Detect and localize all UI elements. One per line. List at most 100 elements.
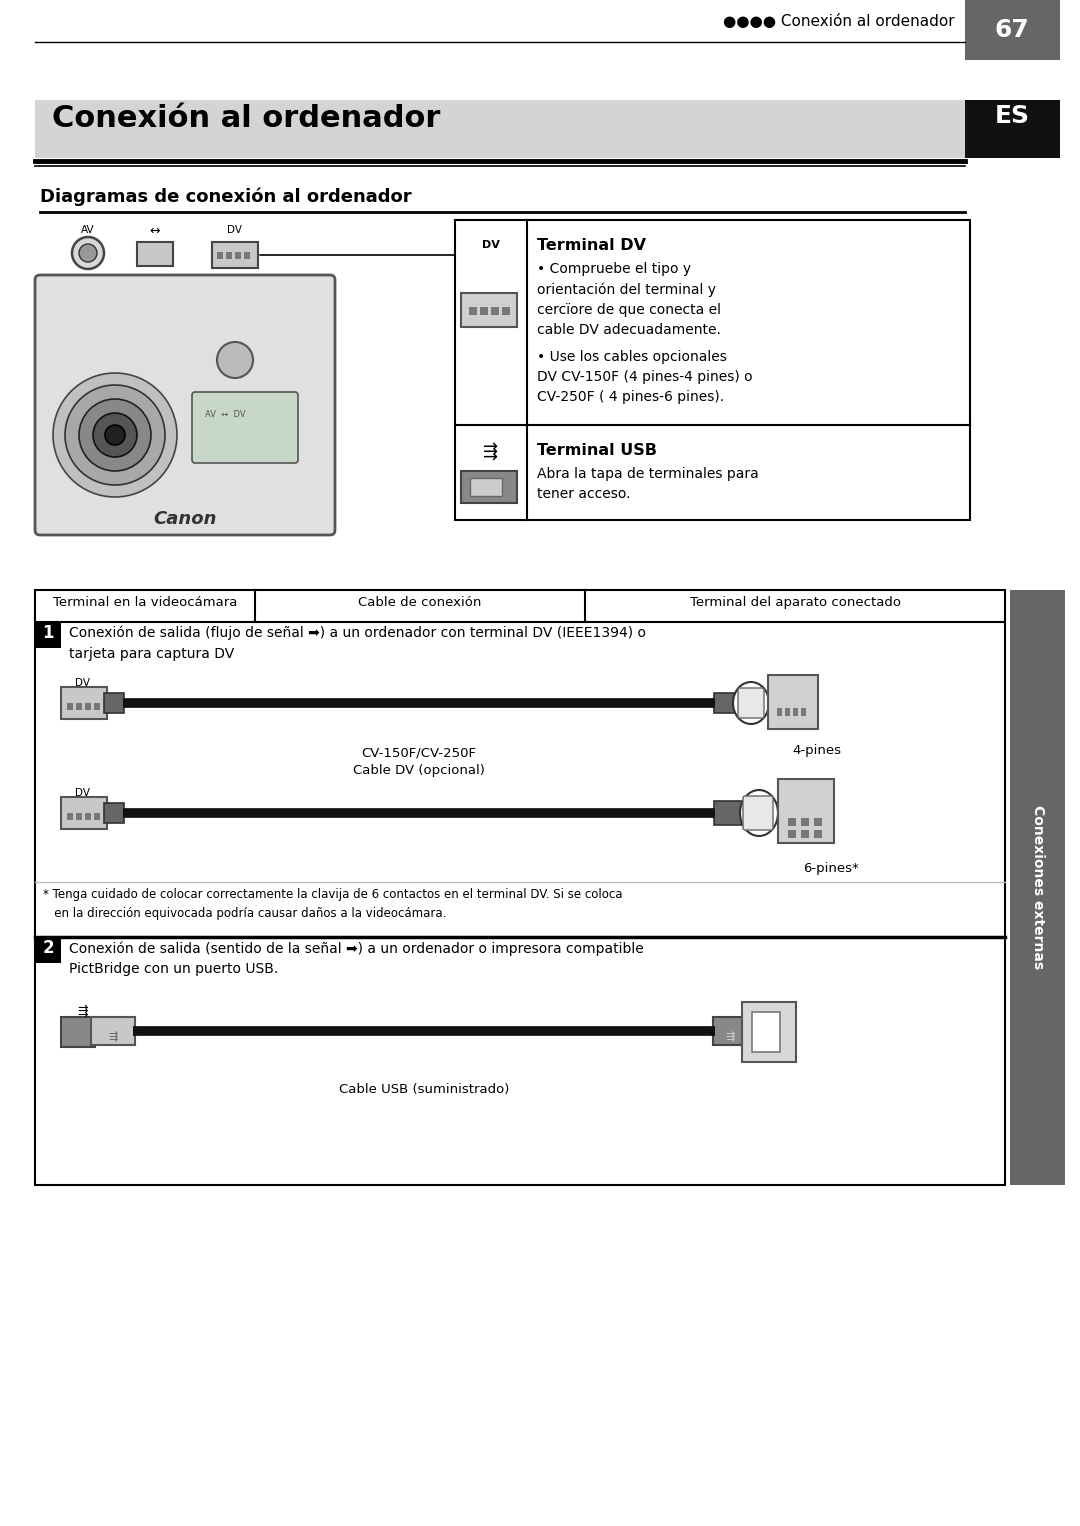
Text: ES: ES bbox=[995, 104, 1029, 128]
FancyBboxPatch shape bbox=[742, 1003, 796, 1062]
Text: Terminal DV: Terminal DV bbox=[537, 238, 646, 253]
Text: ↔: ↔ bbox=[150, 224, 160, 238]
Text: ⇶: ⇶ bbox=[78, 1006, 89, 1018]
Text: ⇶: ⇶ bbox=[484, 443, 499, 461]
Bar bbox=[814, 818, 822, 826]
FancyBboxPatch shape bbox=[35, 937, 60, 963]
Circle shape bbox=[79, 398, 151, 472]
Bar bbox=[76, 703, 82, 710]
Text: Conexión de salida (flujo de señal ➡) a un ordenador con terminal DV (IEEE1394) : Conexión de salida (flujo de señal ➡) a … bbox=[69, 626, 646, 661]
Text: Cable de conexión: Cable de conexión bbox=[359, 597, 482, 609]
Bar bbox=[76, 813, 82, 819]
FancyBboxPatch shape bbox=[60, 1016, 95, 1047]
Text: AV  ↔  DV: AV ↔ DV bbox=[205, 410, 245, 420]
FancyBboxPatch shape bbox=[714, 693, 735, 713]
FancyBboxPatch shape bbox=[35, 623, 60, 649]
Bar bbox=[244, 252, 249, 259]
Bar bbox=[235, 252, 241, 259]
Text: Conexiones externas: Conexiones externas bbox=[1030, 806, 1044, 969]
Text: * Tenga cuidado de colocar correctamente la clavija de 6 contactos en el termina: * Tenga cuidado de colocar correctamente… bbox=[43, 888, 622, 920]
Text: CV-150F/CV-250F: CV-150F/CV-250F bbox=[362, 746, 476, 758]
Bar bbox=[785, 708, 789, 716]
Bar bbox=[94, 813, 100, 819]
Bar bbox=[788, 818, 796, 826]
Ellipse shape bbox=[740, 790, 778, 836]
Text: Terminal USB: Terminal USB bbox=[537, 443, 657, 458]
Text: Conexión de salida (sentido de la señal ➡) a un ordenador o impresora compatible: Conexión de salida (sentido de la señal … bbox=[69, 942, 644, 975]
Text: AV: AV bbox=[81, 224, 95, 235]
Bar bbox=[85, 813, 91, 819]
FancyBboxPatch shape bbox=[778, 778, 834, 842]
FancyBboxPatch shape bbox=[461, 293, 517, 327]
FancyBboxPatch shape bbox=[738, 688, 764, 719]
Text: Terminal en la videocámara: Terminal en la videocámara bbox=[53, 597, 238, 609]
Bar bbox=[777, 708, 782, 716]
Circle shape bbox=[217, 342, 253, 378]
FancyBboxPatch shape bbox=[212, 243, 258, 269]
Circle shape bbox=[72, 237, 104, 269]
Circle shape bbox=[79, 244, 97, 262]
FancyBboxPatch shape bbox=[35, 591, 1005, 1186]
Bar bbox=[801, 708, 806, 716]
Bar bbox=[94, 703, 100, 710]
FancyBboxPatch shape bbox=[137, 243, 173, 266]
Text: Conexión al ordenador: Conexión al ordenador bbox=[52, 104, 441, 133]
FancyBboxPatch shape bbox=[470, 478, 502, 496]
Bar bbox=[793, 708, 798, 716]
Bar bbox=[502, 307, 510, 314]
FancyBboxPatch shape bbox=[104, 693, 124, 713]
Text: DV: DV bbox=[76, 787, 91, 798]
Text: Canon: Canon bbox=[153, 510, 217, 528]
Text: DV: DV bbox=[76, 678, 91, 688]
FancyBboxPatch shape bbox=[91, 1016, 135, 1045]
FancyBboxPatch shape bbox=[35, 101, 966, 159]
FancyBboxPatch shape bbox=[713, 1016, 747, 1045]
Bar bbox=[480, 307, 488, 314]
FancyBboxPatch shape bbox=[743, 797, 773, 830]
Bar bbox=[226, 252, 232, 259]
Text: ●●●● Conexión al ordenador: ●●●● Conexión al ordenador bbox=[724, 14, 955, 29]
FancyBboxPatch shape bbox=[1010, 591, 1065, 1186]
Bar bbox=[67, 703, 73, 710]
Bar bbox=[85, 703, 91, 710]
Text: Abra la tapa de terminales para
tener acceso.: Abra la tapa de terminales para tener ac… bbox=[537, 467, 759, 501]
Text: Diagramas de conexión al ordenador: Diagramas de conexión al ordenador bbox=[40, 188, 411, 206]
Bar bbox=[469, 307, 477, 314]
Bar bbox=[788, 830, 796, 838]
Text: Cable DV (opcional): Cable DV (opcional) bbox=[353, 765, 485, 777]
Text: 67: 67 bbox=[995, 18, 1029, 43]
FancyBboxPatch shape bbox=[714, 801, 742, 826]
Text: • Compruebe el tipo y
orientación del terminal y
cercïore de que conecta el
cabl: • Compruebe el tipo y orientación del te… bbox=[537, 262, 721, 337]
Ellipse shape bbox=[733, 682, 769, 723]
Bar bbox=[801, 818, 809, 826]
FancyBboxPatch shape bbox=[104, 803, 124, 823]
FancyBboxPatch shape bbox=[752, 1012, 780, 1051]
Text: • Use los cables opcionales
DV CV-150F (4 pines-4 pines) o
CV-250F ( 4 pines-6 p: • Use los cables opcionales DV CV-150F (… bbox=[537, 349, 753, 404]
Text: Cable USB (suministrado): Cable USB (suministrado) bbox=[339, 1083, 509, 1096]
Text: ⇶: ⇶ bbox=[726, 1032, 734, 1042]
FancyBboxPatch shape bbox=[60, 687, 107, 719]
Bar bbox=[801, 830, 809, 838]
Circle shape bbox=[53, 372, 177, 497]
FancyBboxPatch shape bbox=[455, 220, 970, 520]
FancyBboxPatch shape bbox=[461, 472, 517, 504]
Circle shape bbox=[65, 385, 165, 485]
Text: 2: 2 bbox=[42, 938, 54, 957]
FancyBboxPatch shape bbox=[192, 392, 298, 462]
Text: DV: DV bbox=[482, 240, 500, 250]
Bar bbox=[217, 252, 222, 259]
FancyBboxPatch shape bbox=[966, 0, 1059, 60]
FancyBboxPatch shape bbox=[60, 797, 107, 829]
Bar bbox=[491, 307, 499, 314]
Text: 6-pines*: 6-pines* bbox=[804, 862, 859, 874]
Text: 4-pines: 4-pines bbox=[793, 745, 841, 757]
FancyBboxPatch shape bbox=[768, 674, 818, 729]
Text: ⇶: ⇶ bbox=[108, 1032, 118, 1042]
Text: 1: 1 bbox=[42, 624, 54, 642]
Circle shape bbox=[93, 414, 137, 456]
Bar bbox=[814, 830, 822, 838]
Circle shape bbox=[105, 426, 125, 446]
Bar bbox=[67, 813, 73, 819]
Text: DV: DV bbox=[228, 224, 243, 235]
FancyBboxPatch shape bbox=[35, 275, 335, 536]
